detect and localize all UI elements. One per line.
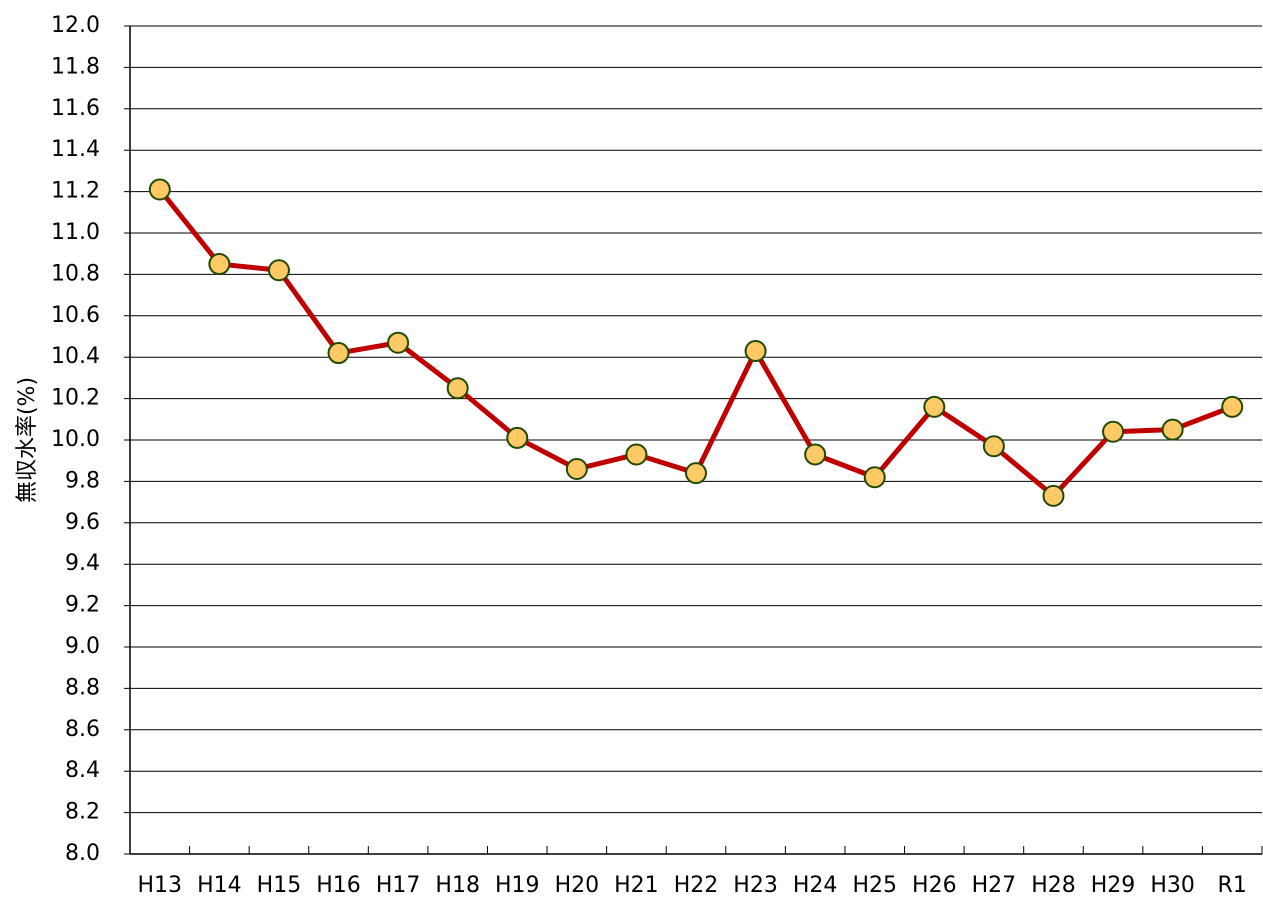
y-tick-label: 8.6 [65,717,100,742]
x-tick-label: H18 [435,873,480,898]
marker [208,253,231,276]
x-tick-label: H22 [674,873,719,898]
marker [446,377,469,400]
y-tick-label: 9.0 [65,634,100,659]
y-tick-label: 8.8 [65,675,100,700]
x-tick-label: H27 [972,873,1017,898]
marker [744,339,767,362]
y-tick-label: 12.0 [51,13,100,38]
y-tick-label: 11.2 [51,179,100,204]
y-tick-label: 11.8 [51,54,100,79]
x-tick-label: H28 [1031,873,1076,898]
marker [327,342,350,365]
x-tick-label: H17 [376,873,421,898]
x-tick-label: H14 [197,873,242,898]
marker [863,466,886,489]
x-tick-label: H24 [793,873,838,898]
marker [1102,420,1125,443]
marker [923,395,946,418]
y-tick-label: 8.4 [65,758,100,783]
y-tick-label: 10.4 [51,344,100,369]
marker [625,443,648,466]
marker [1221,395,1244,418]
line [157,187,1234,499]
y-tick-label: 8.2 [65,800,100,825]
x-tick-label: H19 [495,873,540,898]
marker [804,443,827,466]
x-tick-label: H25 [852,873,897,898]
marker [506,426,529,449]
x-tick-label: H30 [1150,873,1195,898]
x-tick-label: H20 [555,873,600,898]
marker [148,178,171,201]
y-tick-label: 8.0 [65,841,100,866]
marker [387,331,410,354]
marker [1161,418,1184,441]
marker [565,457,588,480]
y-tick-label: 11.6 [51,96,100,121]
y-tick-label: 9.4 [65,551,100,576]
x-tick-label: R1 [1218,873,1247,898]
x-tick-label: H13 [138,873,183,898]
y-tick-label: 10.0 [51,427,100,452]
x-tick-label: H15 [257,873,302,898]
y-tick-label: 9.2 [65,593,100,618]
y-tick-label: 11.0 [51,220,100,245]
marker [1042,484,1065,507]
marker [685,462,707,485]
y-tick-label: 9.6 [65,510,100,535]
x-tick-label: H23 [733,873,778,898]
marker [982,435,1005,458]
marker [267,259,290,282]
y-tick-label: 10.8 [51,261,100,286]
y-tick-label: 10.2 [51,386,100,411]
y-tick-label: 10.6 [51,303,100,328]
y-tick-label: 9.8 [65,468,100,493]
x-tick-label: H26 [912,873,957,898]
x-tick-label: H16 [316,873,361,898]
y-tick-label: 11.4 [51,137,100,162]
y-axis-label: 無収水率(%) [15,377,40,503]
x-tick-label: H21 [614,873,659,898]
x-tick-label: H29 [1091,873,1136,898]
